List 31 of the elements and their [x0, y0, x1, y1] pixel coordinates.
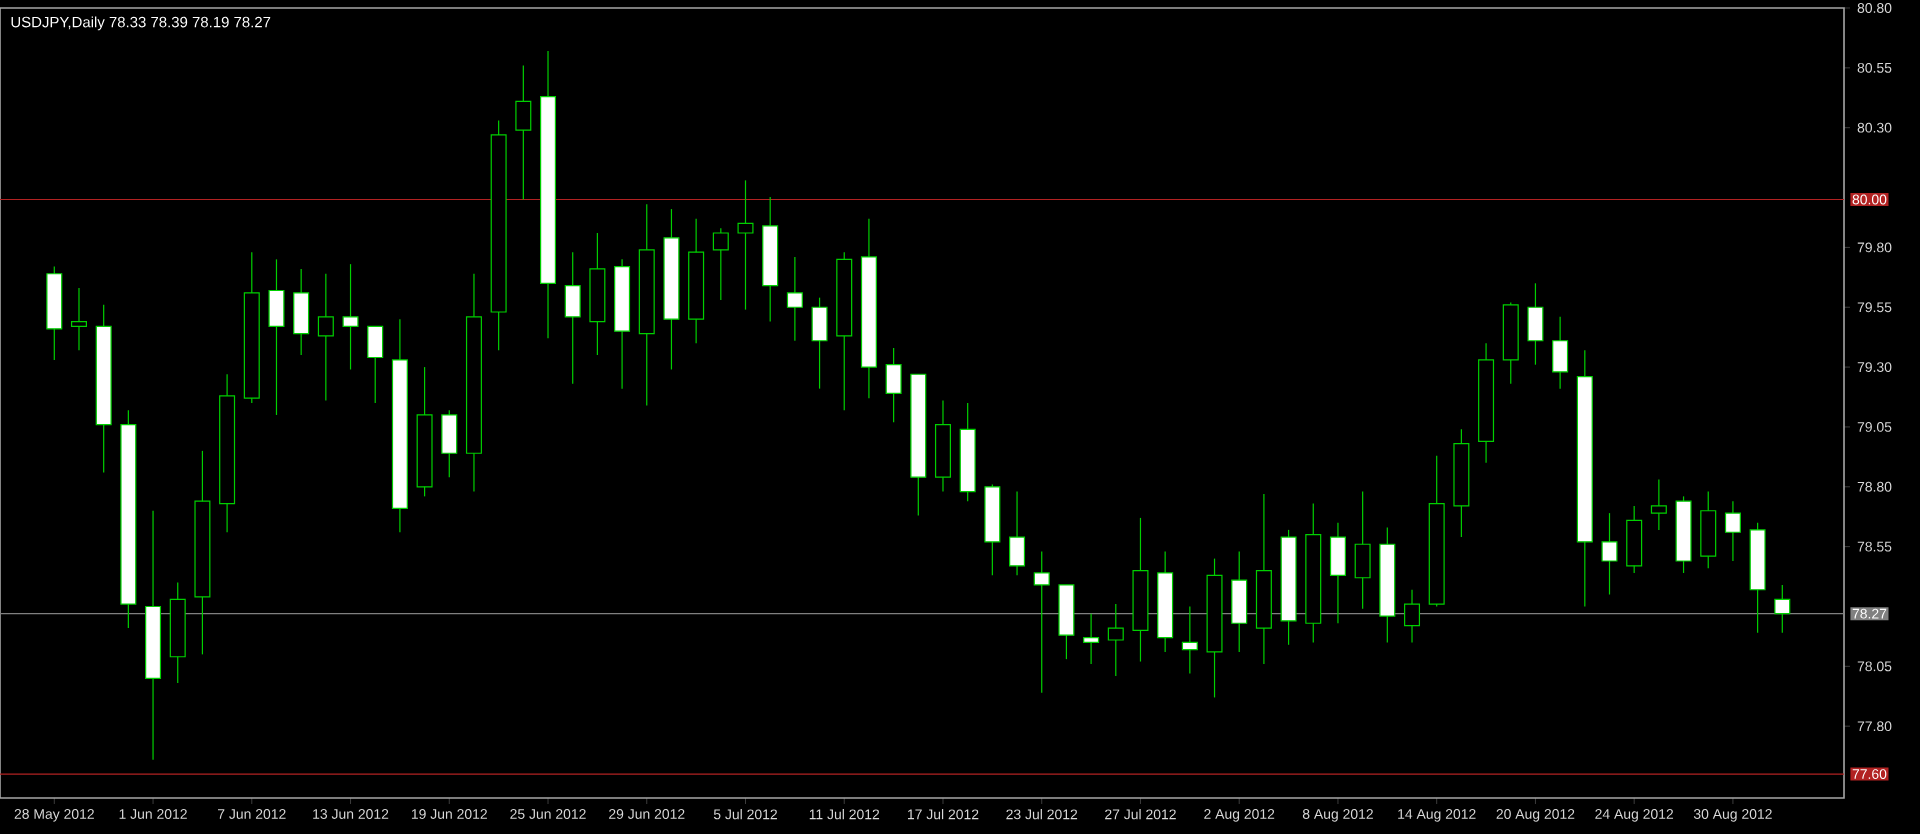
candlestick — [293, 268, 310, 356]
candlestick — [1527, 282, 1544, 366]
candlestick — [317, 273, 334, 402]
candlestick — [1700, 490, 1717, 569]
candlestick — [1626, 505, 1643, 574]
candlestick — [342, 263, 359, 371]
candlestick — [1107, 603, 1124, 677]
candlestick — [1329, 522, 1346, 624]
candlestick — [515, 64, 532, 201]
candlestick — [564, 251, 581, 385]
candlestick — [1552, 316, 1569, 390]
candlestick — [712, 227, 729, 301]
candlestick — [811, 297, 828, 390]
candlestick — [1009, 490, 1026, 576]
candlestick — [1404, 589, 1421, 643]
candlestick — [885, 347, 902, 423]
candlestick — [1181, 605, 1198, 675]
candlestick — [1083, 613, 1100, 665]
candlestick — [1231, 550, 1248, 653]
candlestick — [1724, 500, 1741, 562]
candlestick — [1354, 490, 1371, 610]
candlestick — [1650, 479, 1667, 531]
candlestick — [737, 179, 754, 311]
candlestick — [367, 325, 384, 404]
candlestick — [786, 256, 803, 342]
candlestick — [70, 287, 87, 351]
candlestick — [1601, 512, 1618, 596]
candlestick — [1033, 550, 1050, 694]
candlestick — [441, 409, 458, 478]
candlestick — [1774, 584, 1791, 634]
candlestick — [268, 258, 285, 416]
